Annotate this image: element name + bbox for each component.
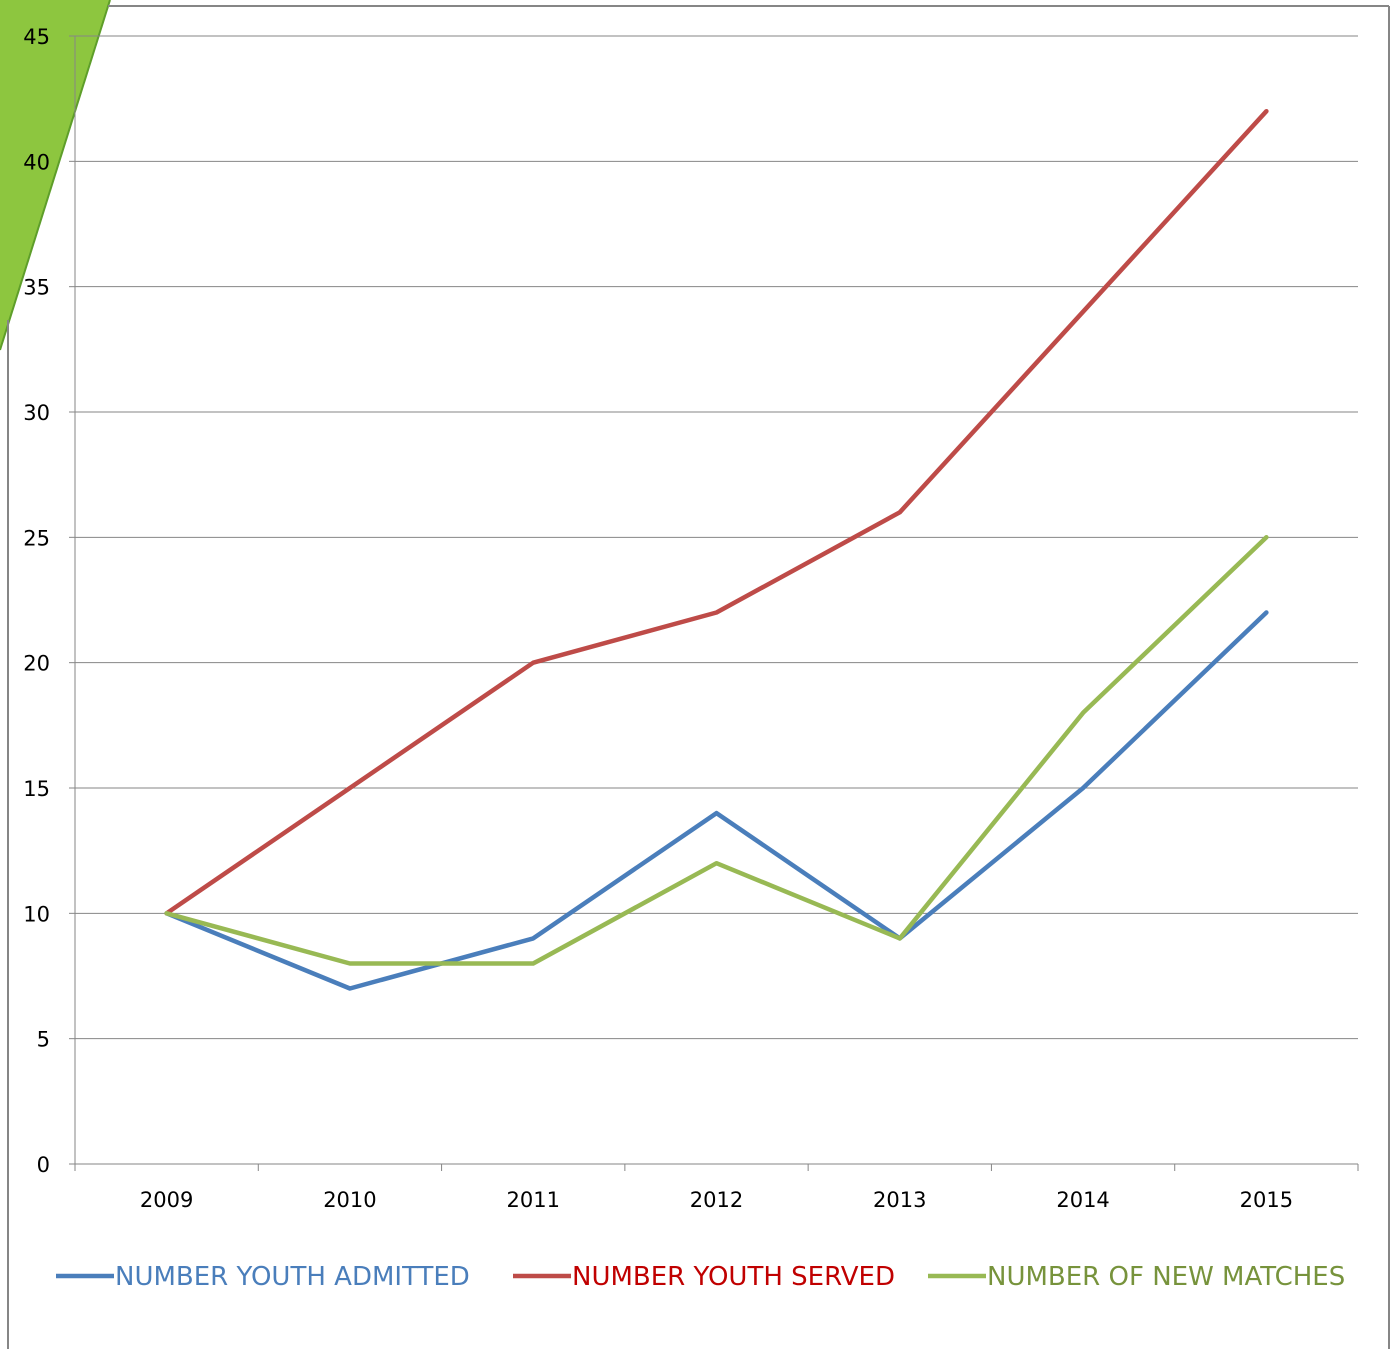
y-tick-label: 25: [23, 526, 50, 550]
y-tick-label: 15: [23, 777, 50, 801]
grid-lines: [75, 35, 1358, 1040]
legend-label: NUMBER OF NEW MATCHES: [987, 1262, 1345, 1292]
x-tick-label: 2012: [690, 1188, 743, 1212]
x-tick-label: 2009: [140, 1188, 193, 1212]
axes: [69, 35, 1359, 1171]
corner-accent-edge: [0, 0, 111, 351]
y-tick-label: 30: [23, 401, 50, 425]
y-tick-label: 35: [23, 276, 50, 300]
x-tick-label: 2015: [1240, 1188, 1293, 1212]
y-tick-label: 10: [23, 902, 50, 926]
y-tick-label: 5: [37, 1028, 50, 1052]
series-line: [164, 108, 1269, 916]
legend: NUMBER YOUTH ADMITTED NUMBER YOUTH SERVED…: [56, 1262, 1345, 1292]
legend-label: NUMBER YOUTH ADMITTED: [115, 1262, 470, 1292]
y-tick-label: 40: [23, 150, 50, 174]
x-tick-label: 2013: [873, 1188, 926, 1212]
x-tick-label: 2011: [506, 1188, 559, 1212]
x-tick-label: 2010: [323, 1188, 376, 1212]
series-line: [164, 535, 1269, 966]
series-lines: [164, 108, 1269, 991]
x-tick-labels: 2009 2010 2011 2012 2013 2014 2015: [140, 1188, 1293, 1212]
series-line: [164, 610, 1269, 991]
y-tick-labels: 0 5 10 15 20 25 30 35 40 45: [23, 25, 50, 1177]
y-tick-label: 0: [37, 1153, 50, 1177]
legend-label: NUMBER YOUTH SERVED: [572, 1262, 895, 1292]
y-tick-label: 20: [23, 652, 50, 676]
x-tick-label: 2014: [1056, 1188, 1109, 1212]
y-tick-label: 45: [23, 25, 50, 49]
